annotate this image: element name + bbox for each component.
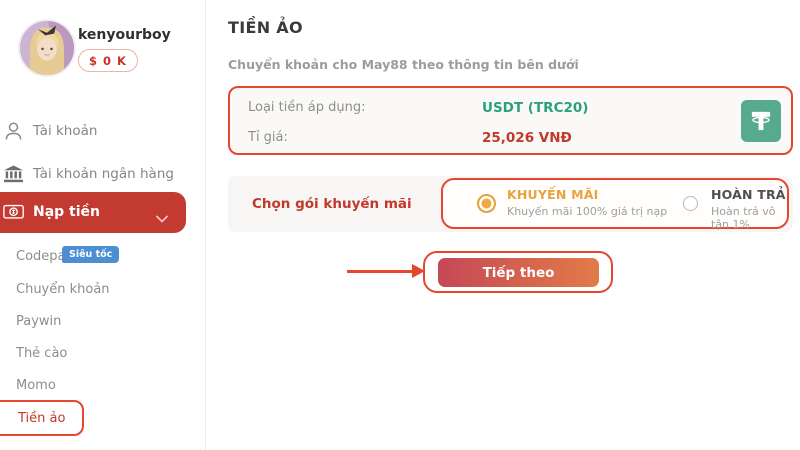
radio-selected[interactable]	[477, 194, 496, 213]
sidebar-item-deposit[interactable]: Nạp tiền	[0, 192, 186, 233]
balance-value: $ 0 K	[89, 53, 127, 68]
chevron-down-icon	[156, 208, 168, 227]
tether-icon	[741, 100, 781, 142]
sidebar-item-label: Tài khoản ngân hàng	[33, 166, 174, 182]
promo-section-label: Chọn gói khuyến mãi	[252, 196, 412, 212]
username: kenyourboy	[78, 27, 171, 43]
avatar-image	[20, 21, 74, 75]
currency-type-label: Loại tiền áp dụng:	[248, 100, 366, 115]
sidebar-subitem-scratch-card[interactable]: Thẻ cào	[0, 342, 206, 364]
sidebar-subitem-label: Paywin	[16, 313, 62, 329]
exchange-rate-value: 25,026 VNĐ	[482, 130, 572, 146]
promo-option-hoan-tra[interactable]: HOÀN TRẢ Hoàn trả vô tận 1%	[681, 187, 787, 231]
sidebar-subitem-label: Chuyển khoản	[16, 281, 110, 297]
next-button[interactable]: Tiếp theo	[438, 258, 599, 287]
annotation-arrow	[347, 270, 413, 273]
deposit-info-box: Loại tiền áp dụng: USDT (TRC20) Tỉ giá: …	[228, 86, 793, 155]
annotation-arrow-head	[412, 264, 425, 278]
promo-section: Chọn gói khuyến mãi KHUYẾN MÃI Khuyến mã…	[228, 176, 793, 232]
page-title: TIỀN ẢO	[228, 18, 303, 37]
exchange-rate-label: Tỉ giá:	[248, 130, 288, 145]
sidebar-item-label: Nạp tiền	[33, 204, 101, 220]
sidebar-item-bank-accounts[interactable]: Tài khoản ngân hàng	[0, 160, 206, 188]
money-icon	[3, 203, 25, 225]
sidebar-subitem-bank-transfer[interactable]: Chuyển khoản	[0, 278, 206, 300]
next-button-highlight-box	[423, 251, 613, 293]
sidebar-item-label: Tài khoản	[33, 123, 98, 139]
bank-icon	[4, 164, 24, 184]
promo-option-title: KHUYẾN MÃI	[507, 187, 599, 202]
promo-options-highlight-box: KHUYẾN MÃI Khuyến mãi 100% giá trị nạp H…	[441, 178, 789, 231]
page-subtitle: Chuyển khoản cho May88 theo thông tin bê…	[228, 57, 579, 72]
currency-type-value: USDT (TRC20)	[482, 100, 589, 116]
promo-option-khuyen-mai[interactable]: KHUYẾN MÃI Khuyến mãi 100% giá trị nạp	[477, 187, 667, 218]
radio-unselected[interactable]	[683, 196, 698, 211]
sidebar-subitem-crypto[interactable]: Tiền ảo	[0, 400, 84, 436]
sidebar-subitem-momo[interactable]: Momo	[0, 374, 206, 396]
sidebar: kenyourboy $ 0 K Tài khoản Tài khoản ngâ…	[0, 0, 206, 450]
sidebar-subitem-label: Momo	[16, 377, 56, 393]
sidebar-subitem-label: Codepay	[16, 248, 74, 264]
avatar[interactable]	[18, 19, 76, 77]
sidebar-subitem-label: Tiền ảo	[18, 411, 66, 426]
promo-option-subtitle: Hoàn trả vô tận 1%	[711, 205, 776, 231]
sidebar-subitem-paywin[interactable]: Paywin	[0, 310, 206, 332]
promo-option-subtitle: Khuyến mãi 100% giá trị nạp	[507, 205, 668, 218]
sidebar-item-account[interactable]: Tài khoản	[0, 117, 206, 145]
fast-badge: Siêu tốc	[62, 246, 120, 263]
user-icon	[4, 121, 24, 141]
sidebar-subitem-codepay[interactable]: Codepay Siêu tốc	[0, 245, 206, 267]
sidebar-subitem-label: Thẻ cào	[16, 345, 68, 361]
balance-badge[interactable]: $ 0 K	[78, 49, 138, 72]
promo-option-title: HOÀN TRẢ	[711, 187, 786, 202]
